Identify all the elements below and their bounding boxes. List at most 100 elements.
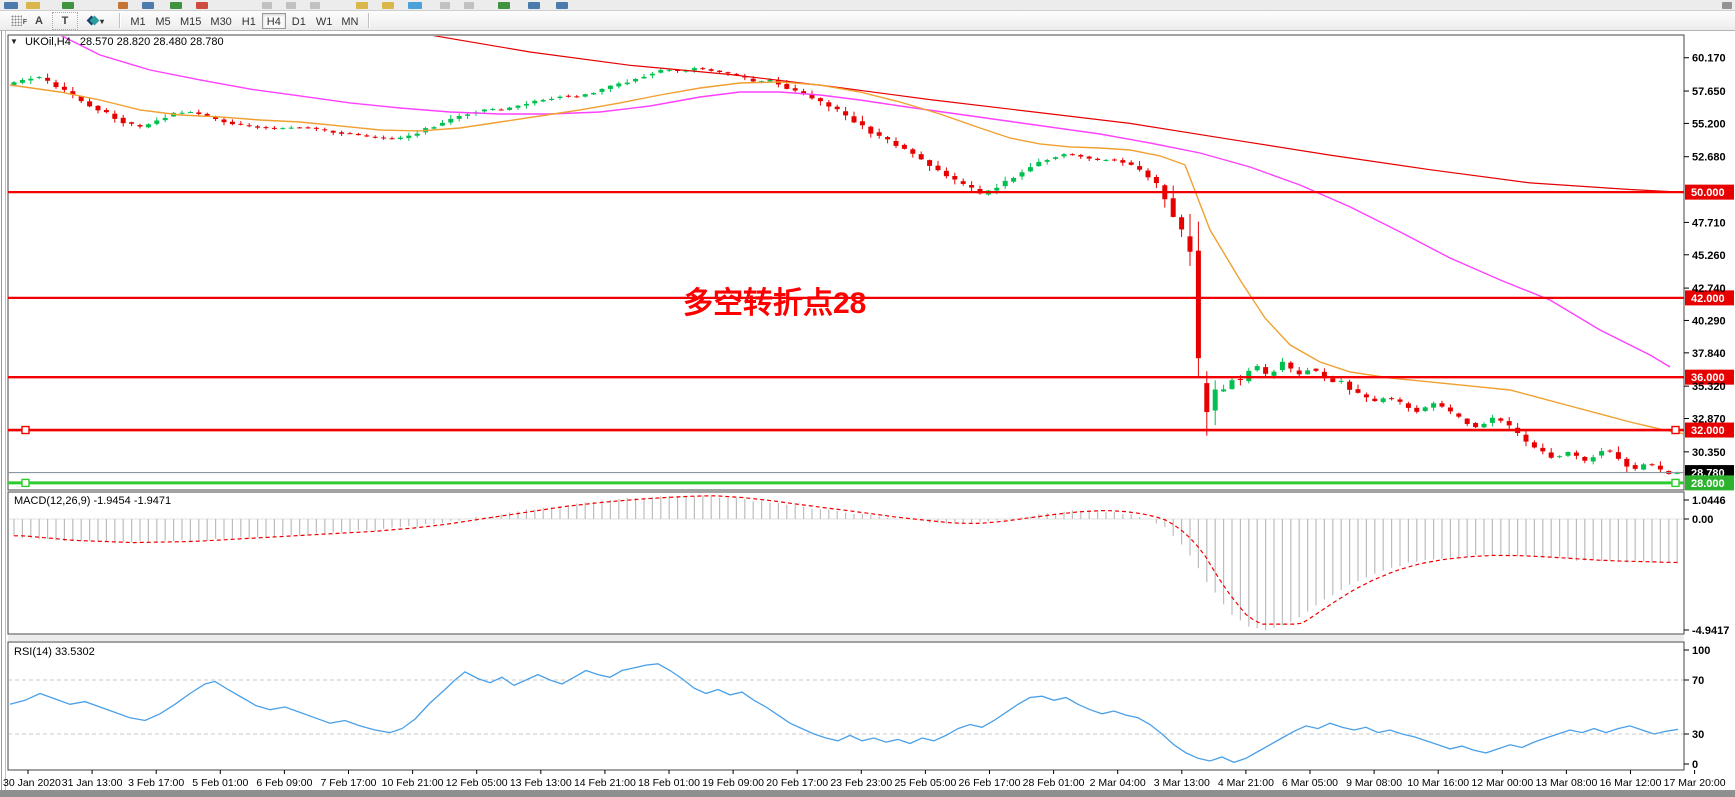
time-axis-label: 6 Feb 09:00 bbox=[256, 777, 312, 789]
price-axis-label: 60.170 bbox=[1692, 53, 1726, 65]
toolbar-icon-fragment[interactable] bbox=[4, 2, 18, 9]
timeframe-button-w1[interactable]: W1 bbox=[315, 15, 333, 28]
svg-text:50.000: 50.000 bbox=[1691, 187, 1725, 199]
toolbar-icon-fragment[interactable] bbox=[26, 2, 40, 9]
price-axis-label: 30.350 bbox=[1692, 447, 1726, 459]
time-axis-label: 17 Mar 20:00 bbox=[1664, 777, 1726, 789]
price-axis-label: 45.260 bbox=[1692, 250, 1726, 262]
rsi-axis-label: 70 bbox=[1692, 675, 1704, 687]
text-label-icon[interactable]: A bbox=[35, 14, 43, 27]
time-axis-label: 10 Mar 16:00 bbox=[1407, 777, 1469, 789]
time-axis-label: 9 Mar 08:00 bbox=[1346, 777, 1402, 789]
price-badge-32.000: 32.000 bbox=[1685, 422, 1734, 438]
line-handle[interactable] bbox=[1671, 425, 1680, 435]
toolbar-icon-fragment[interactable] bbox=[408, 2, 422, 9]
rsi-axis-label: 30 bbox=[1692, 729, 1704, 741]
macd-axis-label: 0.00 bbox=[1692, 514, 1713, 526]
time-axis-label: 28 Feb 01:00 bbox=[1023, 777, 1085, 789]
macd-axis-label: 1.0446 bbox=[1692, 495, 1726, 507]
toolbar-icon-fragment[interactable] bbox=[142, 2, 154, 9]
rsi-label: RSI(14) 33.5302 bbox=[14, 646, 95, 658]
toolbar-icon-fragment[interactable] bbox=[440, 2, 450, 9]
rsi-pane[interactable] bbox=[7, 641, 1685, 771]
time-axis-label: 14 Feb 21:00 bbox=[574, 777, 636, 789]
toolbar-row-clipped bbox=[0, 0, 1735, 11]
textbox-icon[interactable]: T bbox=[52, 11, 78, 30]
time-axis-label: 30 Jan 2020 bbox=[3, 777, 61, 789]
ma-orange[interactable] bbox=[9, 81, 1685, 435]
time-axis-label: 10 Feb 21:00 bbox=[382, 777, 444, 789]
timeframe-button-h4[interactable]: H4 bbox=[261, 12, 286, 29]
time-axis-label: 2 Mar 04:00 bbox=[1090, 777, 1146, 789]
line-handle[interactable] bbox=[21, 425, 30, 435]
price-axis-label: 32.870 bbox=[1692, 414, 1726, 426]
pane-splitter[interactable] bbox=[8, 635, 1684, 641]
rsi-series bbox=[9, 663, 1683, 764]
symbol-name: UKOil,H4 bbox=[24, 36, 71, 48]
toolbar-icon-fragment[interactable] bbox=[356, 2, 368, 9]
timeframe-button-m1[interactable]: M1 bbox=[130, 15, 146, 28]
time-axis-label: 13 Mar 08:00 bbox=[1535, 777, 1597, 789]
time-axis-label: 26 Feb 17:00 bbox=[959, 777, 1021, 789]
price-axis-label: 57.650 bbox=[1692, 86, 1726, 98]
time-axis-label: 19 Feb 09:00 bbox=[702, 777, 764, 789]
time-axis-label: 23 Feb 23:00 bbox=[830, 777, 892, 789]
timeframe-button-m30[interactable]: M30 bbox=[210, 15, 232, 28]
svg-text:32.000: 32.000 bbox=[1691, 425, 1725, 437]
toolbar-icon-fragment[interactable] bbox=[556, 2, 568, 9]
toolbar-icon-fragment[interactable] bbox=[118, 2, 128, 9]
line-handle[interactable] bbox=[1671, 478, 1680, 488]
time-axis-label: 3 Feb 17:00 bbox=[128, 777, 184, 789]
time-axis-label: 25 Feb 05:00 bbox=[894, 777, 956, 789]
toolbar-icon-fragment[interactable] bbox=[170, 2, 182, 9]
macd-label: MACD(12,26,9) -1.9454 -1.9471 bbox=[14, 495, 172, 507]
chart-annotation-text[interactable]: 多空转折点28 bbox=[683, 287, 866, 320]
ma-red[interactable] bbox=[430, 35, 1681, 193]
toolbar-icon-fragment[interactable] bbox=[498, 2, 510, 9]
price-badge-42.000: 42.000 bbox=[1685, 290, 1734, 306]
svg-text:42.000: 42.000 bbox=[1691, 293, 1725, 305]
toolbar-icon-fragment[interactable] bbox=[310, 2, 320, 9]
time-axis-label: 13 Feb 13:00 bbox=[510, 777, 572, 789]
rsi-axis-label: 0 bbox=[1692, 759, 1698, 771]
time-axis-label: 5 Feb 01:00 bbox=[192, 777, 248, 789]
dropdown-caret-icon: ▾ bbox=[99, 16, 104, 26]
ma-magenta[interactable] bbox=[60, 35, 1671, 368]
timeframe-button-h1[interactable]: H1 bbox=[241, 15, 256, 28]
toolbar-icon-fragment[interactable] bbox=[382, 2, 394, 9]
line-handle[interactable] bbox=[21, 478, 30, 488]
toolbar-icon-fragment[interactable] bbox=[196, 2, 208, 9]
toolbar-icon-fragment[interactable] bbox=[464, 2, 474, 9]
macd-axis-label: -4.9417 bbox=[1692, 625, 1729, 637]
timeframe-button-m5[interactable]: M5 bbox=[155, 15, 171, 28]
toolbar-icon-fragment[interactable] bbox=[62, 2, 74, 9]
timeframe-button-m15[interactable]: M15 bbox=[180, 15, 202, 28]
rsi-axis-label: 100 bbox=[1692, 645, 1710, 657]
time-axis-label: 31 Jan 13:00 bbox=[62, 777, 123, 789]
main-price-pane[interactable] bbox=[7, 34, 1685, 491]
toolbar-icon-fragment[interactable] bbox=[286, 2, 296, 9]
toolbar-icon-fragment[interactable] bbox=[262, 2, 272, 9]
timeframe-button-mn[interactable]: MN bbox=[341, 15, 359, 28]
symbol-dropdown-icon[interactable]: ▼ bbox=[10, 37, 18, 46]
anchor-grid-icon[interactable]: F bbox=[6, 13, 27, 29]
toolbar-icon-fragment[interactable] bbox=[1722, 2, 1732, 9]
toolbar-icon-fragment[interactable] bbox=[528, 2, 540, 9]
price-axis-label: 55.200 bbox=[1692, 118, 1726, 130]
price-axis-label: 37.840 bbox=[1692, 348, 1726, 360]
toolbar-separator bbox=[119, 13, 121, 28]
timeframe-button-d1[interactable]: D1 bbox=[291, 15, 306, 28]
price-badge-28.000: 28.000 bbox=[1685, 475, 1734, 491]
time-axis-label: 7 Feb 17:00 bbox=[320, 777, 376, 789]
svg-text:28.000: 28.000 bbox=[1691, 478, 1725, 490]
window-bottom-strip bbox=[0, 792, 1735, 797]
price-axis-label: 47.710 bbox=[1692, 217, 1726, 229]
drawing-tools-icon[interactable]: ▾ bbox=[81, 13, 111, 29]
time-axis-label: 4 Mar 21:00 bbox=[1218, 777, 1274, 789]
time-axis-label: 12 Mar 00:00 bbox=[1471, 777, 1533, 789]
price-axis-label: 42.740 bbox=[1692, 283, 1726, 295]
price-badge-50.000: 50.000 bbox=[1685, 184, 1734, 200]
time-axis-label: 16 Mar 12:00 bbox=[1600, 777, 1662, 789]
